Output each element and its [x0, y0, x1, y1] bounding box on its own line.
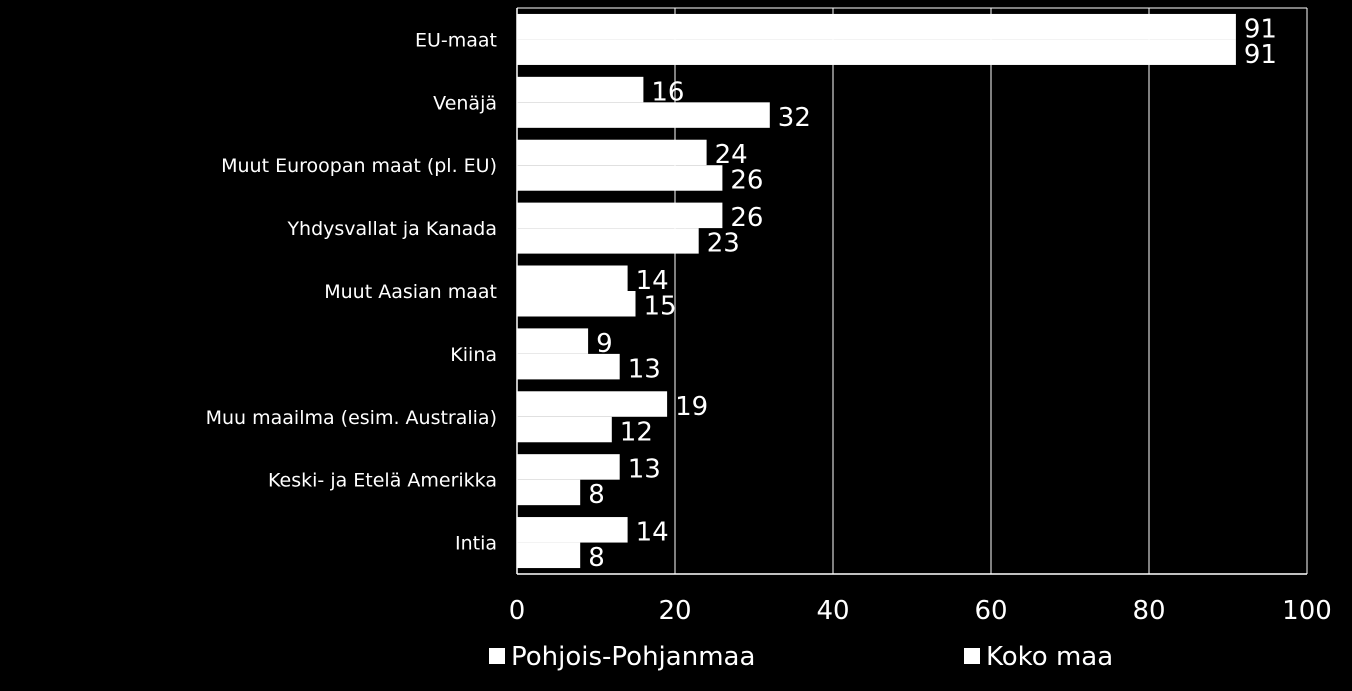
legend-label: Koko maa [986, 642, 1113, 672]
data-label: 14 [636, 518, 669, 548]
x-tick-label: 40 [816, 596, 849, 626]
category-label: Muut Aasian maat [324, 281, 497, 303]
data-label: 12 [620, 417, 653, 447]
legend-swatch [489, 648, 505, 664]
bar-koko-maa [517, 39, 1236, 65]
data-label: 91 [1244, 14, 1277, 44]
x-tick-label: 20 [658, 596, 691, 626]
bar-pohjois-pohjanmaa [517, 328, 589, 354]
category-label: Keski- ja Etelä Amerikka [268, 470, 497, 492]
x-tick-label: 0 [509, 596, 526, 626]
data-label: 24 [715, 140, 748, 170]
legend: Pohjois-Pohjanmaa Koko maa [489, 642, 1113, 672]
bar-koko-maa [517, 353, 620, 380]
data-label: 13 [628, 354, 661, 384]
bar-koko-maa [517, 416, 612, 443]
data-label: 19 [675, 392, 708, 422]
data-label: 14 [636, 266, 669, 296]
x-tick-label: 80 [1132, 596, 1165, 626]
bars [517, 13, 1236, 569]
data-label: 91 [1244, 40, 1277, 70]
category-label: Muu maailma (esim. Australia) [206, 407, 497, 429]
bar-pohjois-pohjanmaa [517, 391, 668, 417]
legend-swatch [964, 648, 980, 664]
bar-pohjois-pohjanmaa [517, 76, 644, 103]
data-label: 15 [644, 292, 677, 322]
category-label: Yhdysvallat ja Kanada [286, 218, 497, 240]
bar-pohjois-pohjanmaa [517, 139, 707, 166]
bar-pohjois-pohjanmaa [517, 454, 620, 480]
category-label: EU-maat [415, 29, 497, 51]
bar-pohjois-pohjanmaa [517, 265, 628, 291]
bar-pohjois-pohjanmaa [517, 13, 1236, 40]
bar-pohjois-pohjanmaa [517, 202, 723, 229]
data-label: 9 [596, 329, 613, 359]
data-label: 13 [628, 455, 661, 485]
category-label: Venäjä [433, 92, 497, 114]
x-tick-label: 60 [974, 596, 1007, 626]
data-label: 26 [730, 203, 763, 233]
bar-koko-maa [517, 291, 636, 317]
bar-pohjois-pohjanmaa [517, 517, 628, 543]
data-label: 16 [651, 77, 684, 107]
data-label: 23 [707, 229, 740, 259]
data-label: 8 [588, 480, 605, 510]
data-label: 32 [778, 103, 811, 133]
bar-koko-maa [517, 542, 581, 569]
x-axis: 0 20 40 60 80 100 [509, 596, 1332, 626]
category-label: Kiina [450, 344, 497, 366]
bar-koko-maa [517, 228, 699, 254]
category-label: Intia [455, 533, 497, 555]
data-label: 26 [730, 166, 763, 196]
legend-label: Pohjois-Pohjanmaa [511, 642, 755, 672]
bar-koko-maa [517, 102, 770, 128]
x-tick-label: 100 [1282, 596, 1332, 626]
bar-koko-maa [517, 479, 581, 506]
category-label: Muut Euroopan maat (pl. EU) [221, 155, 497, 177]
bar-koko-maa [517, 165, 723, 191]
data-label: 8 [588, 543, 605, 573]
